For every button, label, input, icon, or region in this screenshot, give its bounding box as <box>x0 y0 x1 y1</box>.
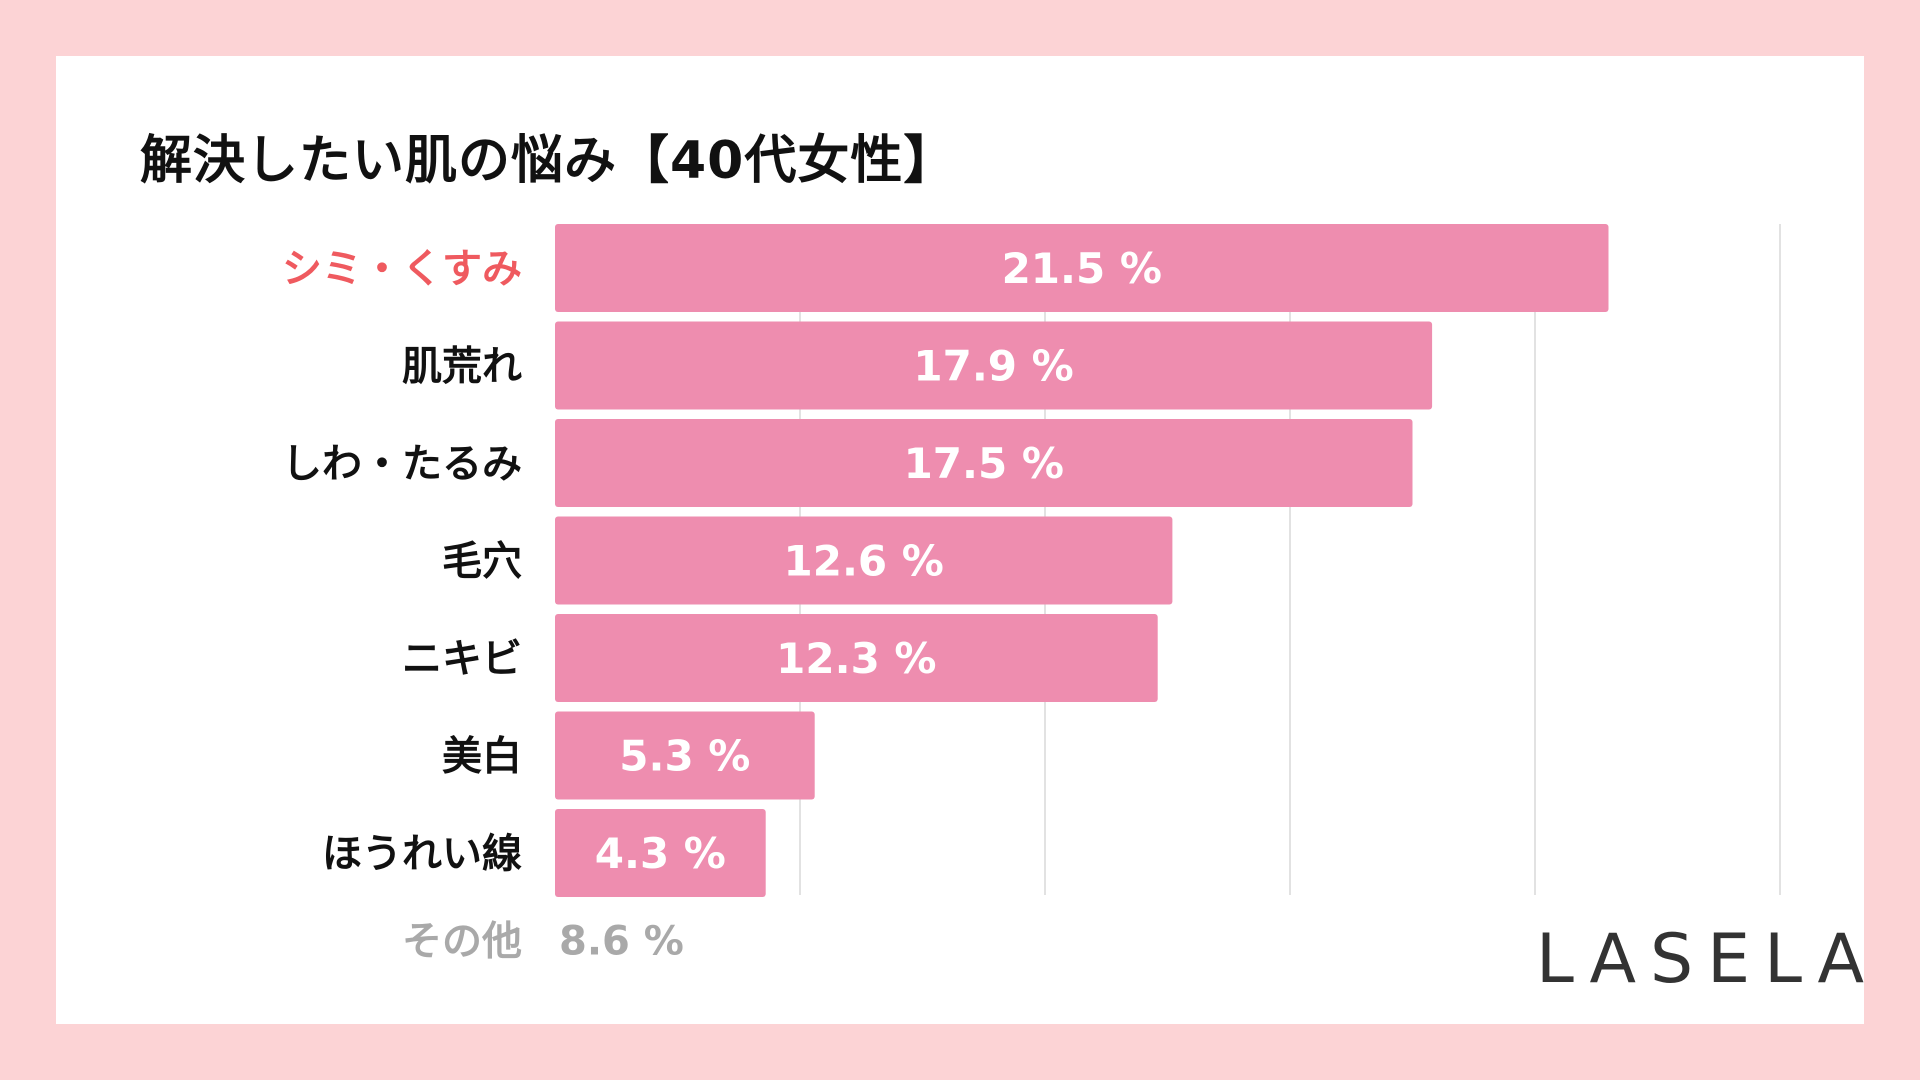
category-label: 美白 <box>442 734 522 780</box>
bar <box>555 614 1158 702</box>
bars <box>555 224 1609 897</box>
value-label: 17.5 % <box>904 439 1064 488</box>
chart-title: 解決したい肌の悩み【40代女性】 <box>140 131 957 191</box>
bar <box>555 711 815 800</box>
category-label: 肌荒れ <box>402 344 522 390</box>
bar <box>555 809 766 897</box>
category-label: 毛穴 <box>442 539 522 585</box>
other-value-label: 8.6 % <box>559 919 684 965</box>
category-label: しわ・たるみ <box>282 441 522 487</box>
bar <box>555 516 1173 605</box>
category-label: ニキビ <box>402 636 522 682</box>
value-label: 21.5 % <box>1002 244 1162 293</box>
bar <box>555 321 1433 410</box>
value-label: 17.9 % <box>913 342 1073 391</box>
category-label: ほうれい線 <box>322 831 522 877</box>
category-label: シミ・くすみ <box>282 246 522 292</box>
value-label: 4.3 % <box>595 829 726 878</box>
value-label: 5.3 % <box>619 732 750 781</box>
brand-logo: LASELA <box>1536 920 1879 999</box>
other-category-label: その他 <box>402 919 522 965</box>
labels: シミ・くすみ 21.5 % 肌荒れ 17.9 % しわ・たるみ 17.5 % 毛穴 12.6 … <box>282 244 1162 965</box>
bar <box>555 224 1609 312</box>
bar <box>555 419 1413 507</box>
value-label: 12.6 % <box>784 537 944 586</box>
value-label: 12.3 % <box>776 634 936 683</box>
